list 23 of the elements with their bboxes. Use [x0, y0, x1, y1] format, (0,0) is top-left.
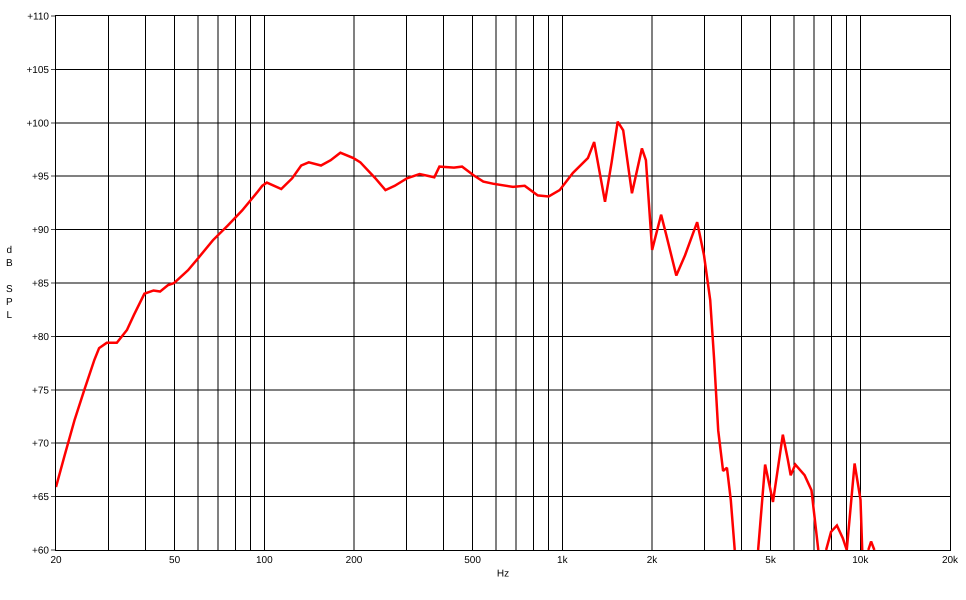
- x-tick-label: 100: [256, 555, 274, 566]
- x-tick-label: 20: [50, 555, 62, 566]
- y-tick-label: +85: [32, 278, 50, 290]
- y-tick-label: +110: [27, 12, 50, 22]
- y-tick-label: +65: [32, 492, 50, 504]
- y-tick-label: +90: [32, 225, 50, 236]
- x-tick-label: 2k: [646, 555, 658, 566]
- y-tick-label: +105: [26, 64, 50, 76]
- y-tick-label: +60: [32, 546, 50, 556]
- x-tick-label: 5k: [765, 555, 777, 566]
- y-tick-label: +100: [26, 118, 50, 130]
- x-tick-label: 500: [464, 555, 482, 566]
- y-tick-label: +70: [32, 438, 50, 450]
- x-tick-label: 20k: [942, 555, 960, 566]
- x-tick-label: 10k: [852, 555, 870, 566]
- text: dB SPL: [6, 245, 13, 321]
- y-tick-label: +95: [32, 172, 50, 183]
- x-tick-label: 200: [346, 555, 363, 566]
- y-tick-label: +75: [32, 385, 50, 396]
- x-tick-label: 1k: [557, 555, 569, 566]
- x-axis-title: Hz: [496, 568, 510, 580]
- x-tick-label: 50: [169, 555, 181, 566]
- y-tick-label: +80: [32, 332, 50, 343]
